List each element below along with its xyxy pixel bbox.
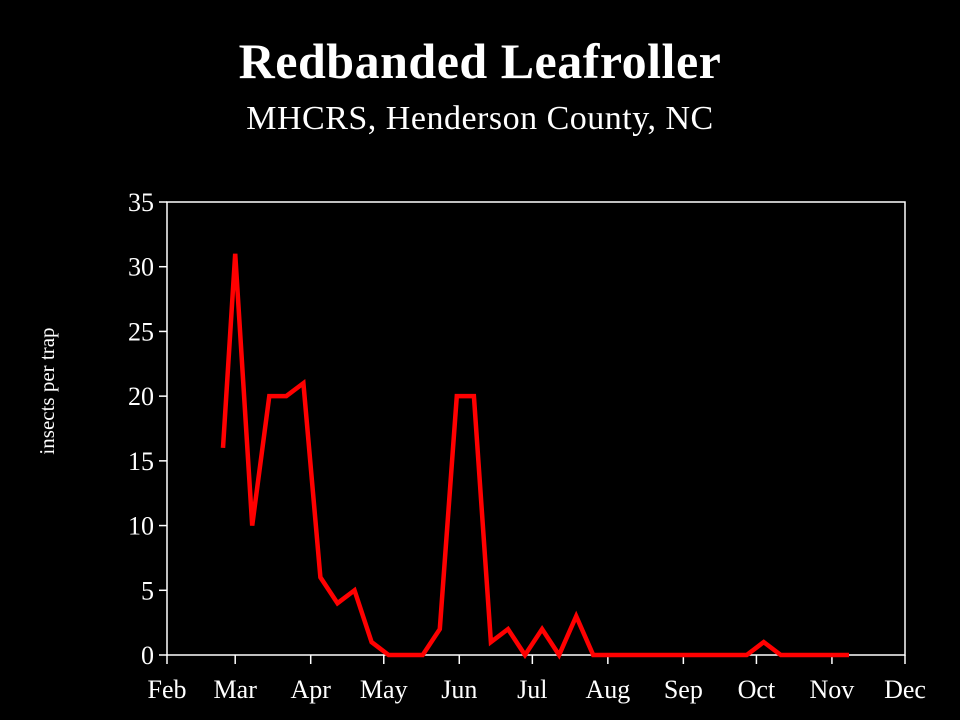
x-tick-label: Nov [810, 675, 855, 704]
y-axis-label: insects per trap [35, 327, 59, 454]
x-tick-label: Dec [884, 675, 926, 704]
y-tick-label: 15 [128, 447, 154, 476]
y-tick-label: 5 [141, 576, 154, 605]
chart-title: Redbanded Leafroller [238, 33, 722, 89]
y-axis: 0 5 10 15 20 25 30 35 [128, 188, 167, 670]
x-tick-label: Oct [738, 675, 776, 704]
x-tick-label: Jul [517, 675, 547, 704]
chart-subtitle: MHCRS, Henderson County, NC [246, 100, 714, 137]
plot-area-frame [166, 201, 906, 656]
x-tick-label: Sep [664, 675, 703, 704]
y-tick-label: 20 [128, 382, 154, 411]
y-tick-label: 25 [128, 317, 154, 346]
series-layer [220, 253, 850, 660]
series-line [220, 253, 849, 660]
y-tick-label: 10 [128, 512, 154, 541]
x-tick-label: Aug [585, 675, 630, 704]
x-axis: Feb Mar Apr May Jun Jul Aug Sep Oct Nov Dec [148, 655, 926, 704]
x-tick-label: Jun [441, 675, 477, 704]
x-tick-label: Apr [290, 675, 331, 704]
x-tick-label: Feb [148, 675, 187, 704]
x-tick-label: Mar [214, 675, 258, 704]
y-tick-label: 30 [128, 253, 154, 282]
y-tick-label: 35 [128, 188, 154, 217]
y-tick-label: 0 [141, 641, 154, 670]
x-tick-label: May [360, 675, 408, 704]
